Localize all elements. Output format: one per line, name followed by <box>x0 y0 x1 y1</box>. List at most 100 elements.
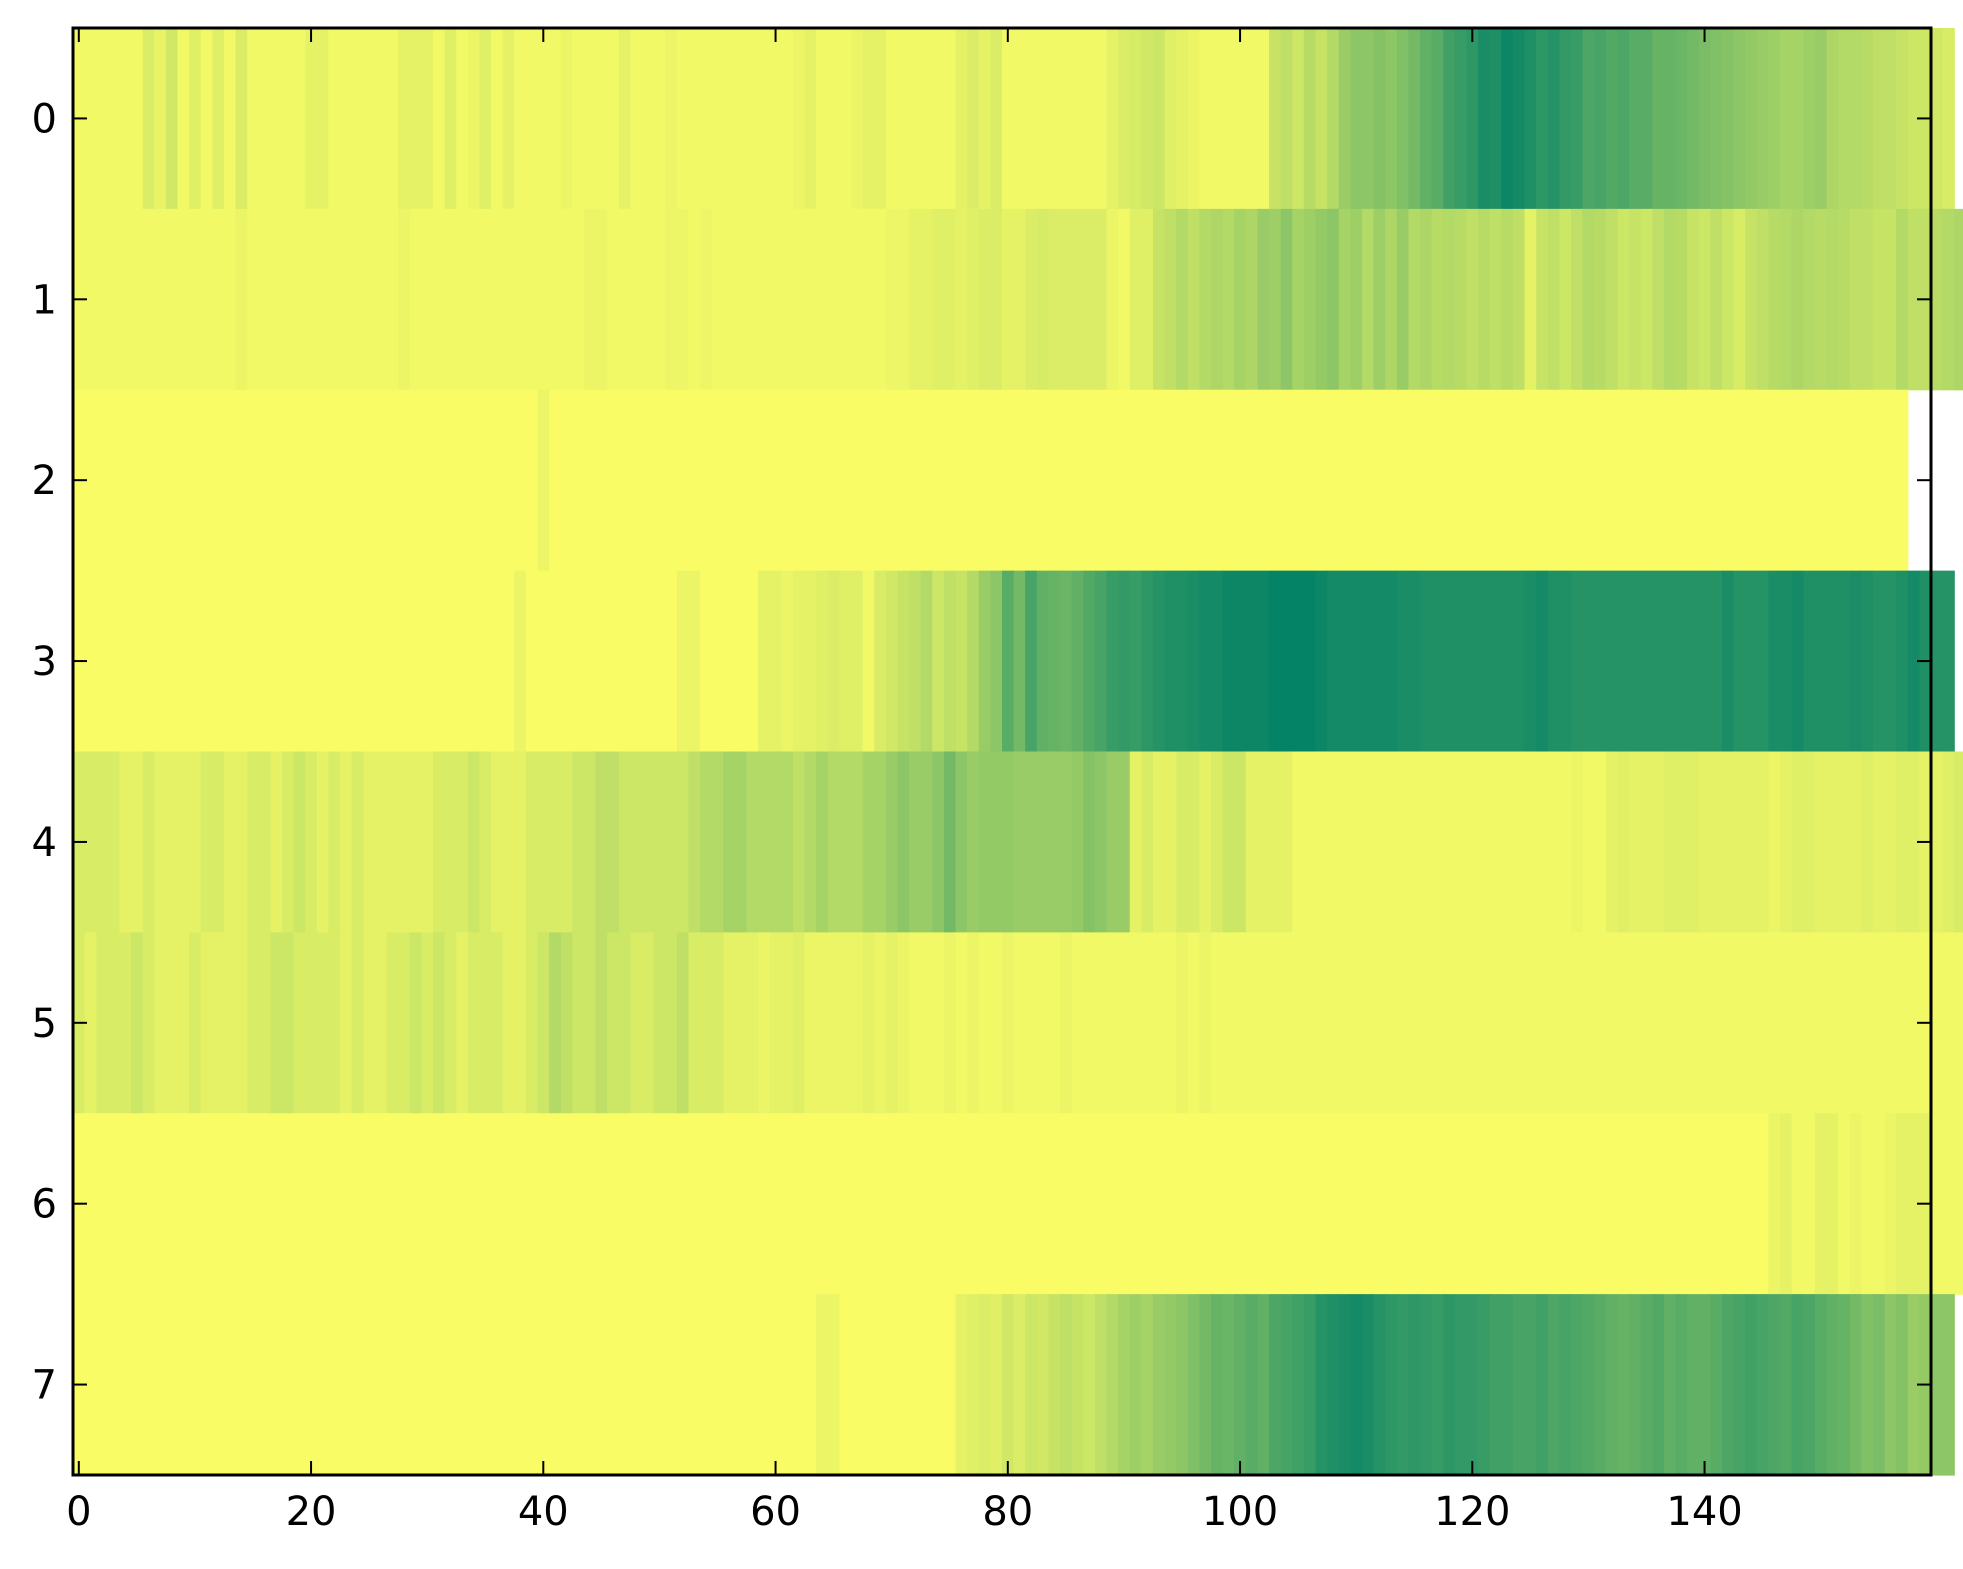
heatmap-cell <box>189 932 202 1114</box>
heatmap-cell <box>165 28 179 210</box>
heatmap-cell <box>247 932 260 1114</box>
heatmap-cell <box>978 932 991 1114</box>
heatmap-cell <box>1118 932 1131 1114</box>
heatmap-cell <box>1559 932 1572 1114</box>
heatmap-cell <box>1408 208 1421 391</box>
heatmap-cell <box>467 389 481 572</box>
heatmap-cell <box>967 751 980 933</box>
heatmap-cell <box>967 28 980 210</box>
heatmap-cell <box>1489 570 1502 753</box>
heatmap-cell <box>1013 208 1026 391</box>
heatmap-cell <box>421 570 434 753</box>
heatmap-cell <box>1838 1113 1851 1295</box>
heatmap-cell <box>235 570 248 753</box>
heatmap-cell <box>374 28 388 210</box>
heatmap-cell <box>1222 751 1235 933</box>
heatmap-cell <box>1768 1113 1781 1295</box>
heatmap-cell <box>1396 1294 1410 1476</box>
heatmap-cell <box>525 932 539 1114</box>
heatmap-cell <box>1652 932 1665 1114</box>
heatmap-cell <box>1780 208 1793 391</box>
heatmap-cell <box>1222 28 1235 210</box>
heatmap-cell <box>618 28 631 210</box>
heatmap-cell <box>1803 1113 1816 1295</box>
heatmap-cell <box>386 1294 399 1476</box>
heatmap-cell <box>84 1113 97 1295</box>
heatmap-cell <box>119 932 132 1114</box>
heatmap-cell <box>1582 1113 1595 1295</box>
heatmap-cell <box>1559 28 1572 210</box>
heatmap-cell <box>235 751 248 933</box>
heatmap-cell <box>491 570 504 753</box>
heatmap-cell <box>1814 208 1828 391</box>
heatmap-cell <box>1733 570 1746 753</box>
heatmap-cell <box>1176 208 1189 391</box>
heatmap-cell <box>1454 389 1468 572</box>
heatmap-cell <box>1663 208 1677 391</box>
heatmap-cell <box>1884 28 1897 210</box>
heatmap-cell <box>1663 932 1677 1114</box>
heatmap-cell <box>1002 1294 1015 1476</box>
heatmap-cell <box>932 389 945 572</box>
heatmap-cell <box>1385 389 1398 572</box>
heatmap-cell <box>839 1294 852 1476</box>
heatmap-cell <box>1373 1113 1386 1295</box>
heatmap-cell <box>223 208 237 391</box>
heatmap-cell <box>1141 751 1154 933</box>
heatmap-cell <box>1303 389 1317 572</box>
heatmap-cell <box>990 932 1003 1114</box>
heatmap-cell <box>119 570 132 753</box>
heatmap-cell <box>630 751 643 933</box>
heatmap-cell <box>467 932 481 1114</box>
heatmap-cell <box>1733 389 1746 572</box>
heatmap-cell <box>595 932 608 1114</box>
heatmap-cell <box>1187 1294 1201 1476</box>
heatmap-cell <box>1501 751 1514 933</box>
heatmap-cell <box>1803 389 1816 572</box>
heatmap-cell <box>119 751 132 933</box>
heatmap-cell <box>792 389 806 572</box>
heatmap-cell <box>1013 1294 1026 1476</box>
heatmap-cell <box>1036 28 1050 210</box>
heatmap-cell <box>270 1294 283 1476</box>
heatmap-cell <box>1129 751 1142 933</box>
heatmap-cell <box>305 932 318 1114</box>
heatmap-cell <box>642 1294 655 1476</box>
heatmap-cell <box>700 570 713 753</box>
heatmap-cell <box>642 208 655 391</box>
heatmap-cell <box>363 570 376 753</box>
heatmap-cell <box>247 28 260 210</box>
heatmap-cell <box>1710 1294 1723 1476</box>
heatmap-cell <box>1443 932 1456 1114</box>
heatmap-cell <box>1129 389 1142 572</box>
heatmap-cell <box>1083 932 1096 1114</box>
heatmap-cell <box>1211 389 1224 572</box>
heatmap-cell <box>1733 208 1746 391</box>
heatmap-cell <box>1443 1294 1456 1476</box>
heatmap-cell <box>642 28 655 210</box>
heatmap-cell <box>1385 932 1398 1114</box>
heatmap-cell <box>1536 1294 1549 1476</box>
heatmap-cell <box>363 751 376 933</box>
heatmap-cell <box>734 208 748 391</box>
heatmap-cell <box>1013 28 1026 210</box>
heatmap-cell <box>967 570 980 753</box>
heatmap-cell <box>1257 1113 1270 1295</box>
heatmap-cell <box>351 1113 364 1295</box>
heatmap-cell <box>467 28 481 210</box>
heatmap-cell <box>282 28 295 210</box>
heatmap-cell <box>258 28 272 210</box>
heatmap-cell <box>386 28 399 210</box>
heatmap-cell <box>1884 932 1897 1114</box>
heatmap-cell <box>758 389 771 572</box>
heatmap-cell <box>1071 751 1084 933</box>
heatmap-cell <box>456 208 469 391</box>
heatmap-cell <box>177 389 190 572</box>
heatmap-cell <box>537 570 550 753</box>
heatmap-cell <box>177 208 190 391</box>
heatmap-cell <box>1687 208 1700 391</box>
heatmap-cell <box>235 1113 248 1295</box>
heatmap-cell <box>1269 208 1282 391</box>
heatmap-cell <box>1141 1113 1154 1295</box>
x-tick-labels: 0 20 40 60 80 100 120 140 <box>66 1489 1743 1535</box>
